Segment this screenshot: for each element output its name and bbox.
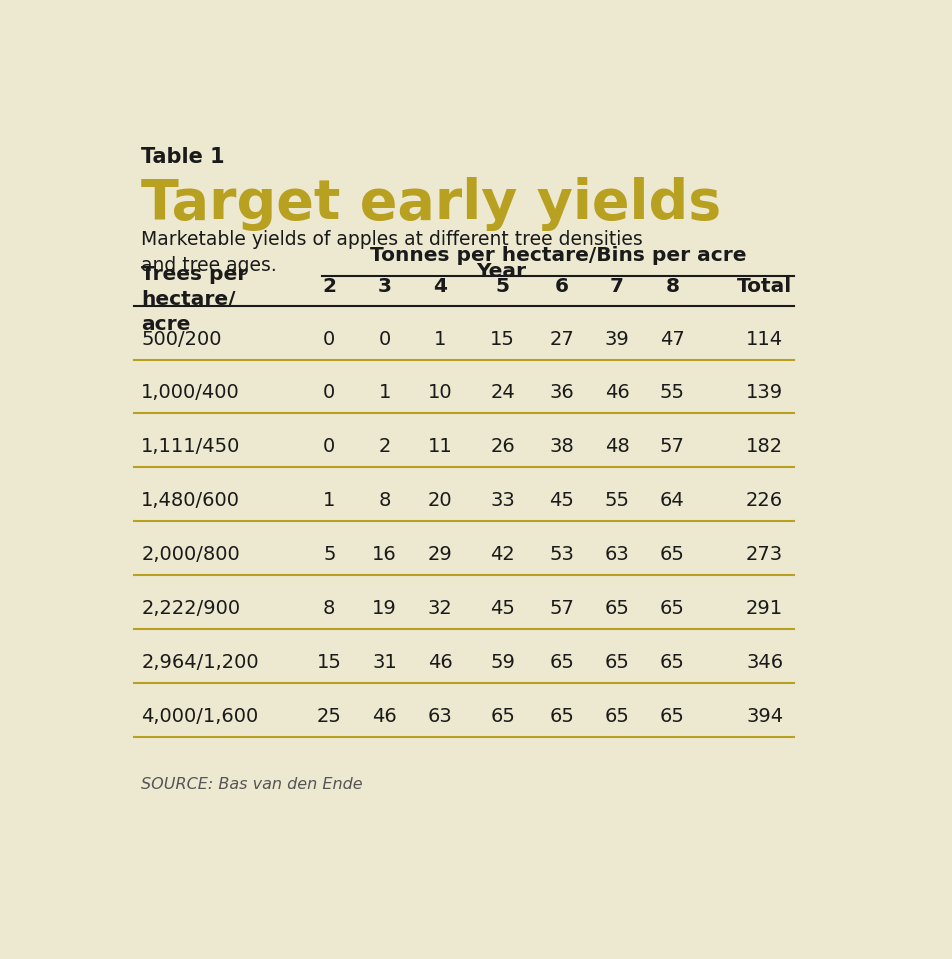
Text: 31: 31 — [372, 653, 397, 672]
Text: 39: 39 — [605, 330, 629, 348]
Text: 65: 65 — [549, 653, 574, 672]
Text: 4,000/1,600: 4,000/1,600 — [141, 707, 258, 726]
Text: 1: 1 — [379, 384, 390, 403]
Text: 15: 15 — [317, 653, 342, 672]
Text: 0: 0 — [323, 437, 335, 456]
Text: 65: 65 — [549, 707, 574, 726]
Text: 1,480/600: 1,480/600 — [141, 491, 240, 510]
Text: 500/200: 500/200 — [141, 330, 222, 348]
Text: 55: 55 — [660, 384, 684, 403]
Text: 26: 26 — [490, 437, 515, 456]
Text: 53: 53 — [549, 545, 574, 564]
Text: 46: 46 — [605, 384, 629, 403]
Text: 1: 1 — [434, 330, 446, 348]
Text: 15: 15 — [490, 330, 515, 348]
Text: 20: 20 — [427, 491, 452, 510]
Text: 2: 2 — [379, 437, 390, 456]
Text: 57: 57 — [660, 437, 684, 456]
Text: 45: 45 — [490, 599, 515, 618]
Text: 2,964/1,200: 2,964/1,200 — [141, 653, 259, 672]
Text: 346: 346 — [746, 653, 783, 672]
Text: 0: 0 — [379, 330, 390, 348]
Text: 139: 139 — [746, 384, 783, 403]
Text: 47: 47 — [660, 330, 684, 348]
Text: 16: 16 — [372, 545, 397, 564]
Text: 63: 63 — [427, 707, 452, 726]
Text: 45: 45 — [549, 491, 574, 510]
Text: 1,000/400: 1,000/400 — [141, 384, 240, 403]
Text: SOURCE: Bas van den Ende: SOURCE: Bas van den Ende — [141, 777, 363, 792]
Text: 4: 4 — [433, 277, 446, 296]
Text: 291: 291 — [746, 599, 783, 618]
Text: 63: 63 — [605, 545, 629, 564]
Text: 29: 29 — [427, 545, 452, 564]
Text: 42: 42 — [490, 545, 515, 564]
Text: 55: 55 — [605, 491, 629, 510]
Text: 65: 65 — [660, 707, 684, 726]
Text: 8: 8 — [379, 491, 390, 510]
Text: 65: 65 — [490, 707, 515, 726]
Text: Marketable yields of apples at different tree densities
and tree ages.: Marketable yields of apples at different… — [141, 229, 643, 275]
Text: 65: 65 — [660, 653, 684, 672]
Text: 19: 19 — [372, 599, 397, 618]
Text: 59: 59 — [490, 653, 515, 672]
Text: 0: 0 — [323, 384, 335, 403]
Text: 1,111/450: 1,111/450 — [141, 437, 241, 456]
Text: 3: 3 — [378, 277, 391, 296]
Text: 46: 46 — [372, 707, 397, 726]
Text: 10: 10 — [427, 384, 452, 403]
Text: 8: 8 — [665, 277, 680, 296]
Text: 11: 11 — [427, 437, 452, 456]
Text: 27: 27 — [549, 330, 574, 348]
Text: 2,222/900: 2,222/900 — [141, 599, 240, 618]
Text: 32: 32 — [427, 599, 452, 618]
Text: 6: 6 — [555, 277, 568, 296]
Text: 394: 394 — [746, 707, 783, 726]
Text: 46: 46 — [427, 653, 452, 672]
Text: 65: 65 — [605, 653, 629, 672]
Text: 7: 7 — [610, 277, 624, 296]
Text: 0: 0 — [323, 330, 335, 348]
Text: Total: Total — [737, 277, 792, 296]
Text: 65: 65 — [660, 545, 684, 564]
Text: 48: 48 — [605, 437, 629, 456]
Text: 38: 38 — [549, 437, 574, 456]
Text: 65: 65 — [605, 599, 629, 618]
Text: 2: 2 — [323, 277, 336, 296]
Text: 182: 182 — [746, 437, 783, 456]
Text: 65: 65 — [605, 707, 629, 726]
Text: Tonnes per hectare/Bins per acre: Tonnes per hectare/Bins per acre — [369, 246, 746, 265]
Text: 57: 57 — [549, 599, 574, 618]
Text: 25: 25 — [317, 707, 342, 726]
Text: 64: 64 — [660, 491, 684, 510]
Text: Trees per
hectare/
acre: Trees per hectare/ acre — [141, 265, 248, 334]
Text: 226: 226 — [746, 491, 783, 510]
Text: 5: 5 — [323, 545, 335, 564]
Text: 24: 24 — [490, 384, 515, 403]
Text: 2,000/800: 2,000/800 — [141, 545, 240, 564]
Text: 65: 65 — [660, 599, 684, 618]
Text: Table 1: Table 1 — [141, 147, 225, 167]
Text: Target early yields: Target early yields — [141, 177, 722, 231]
Text: 5: 5 — [496, 277, 509, 296]
Text: 114: 114 — [746, 330, 783, 348]
Text: Year: Year — [476, 262, 526, 281]
Text: 33: 33 — [490, 491, 515, 510]
Text: 8: 8 — [323, 599, 335, 618]
Text: 273: 273 — [746, 545, 783, 564]
Text: 36: 36 — [549, 384, 574, 403]
Text: 1: 1 — [323, 491, 335, 510]
